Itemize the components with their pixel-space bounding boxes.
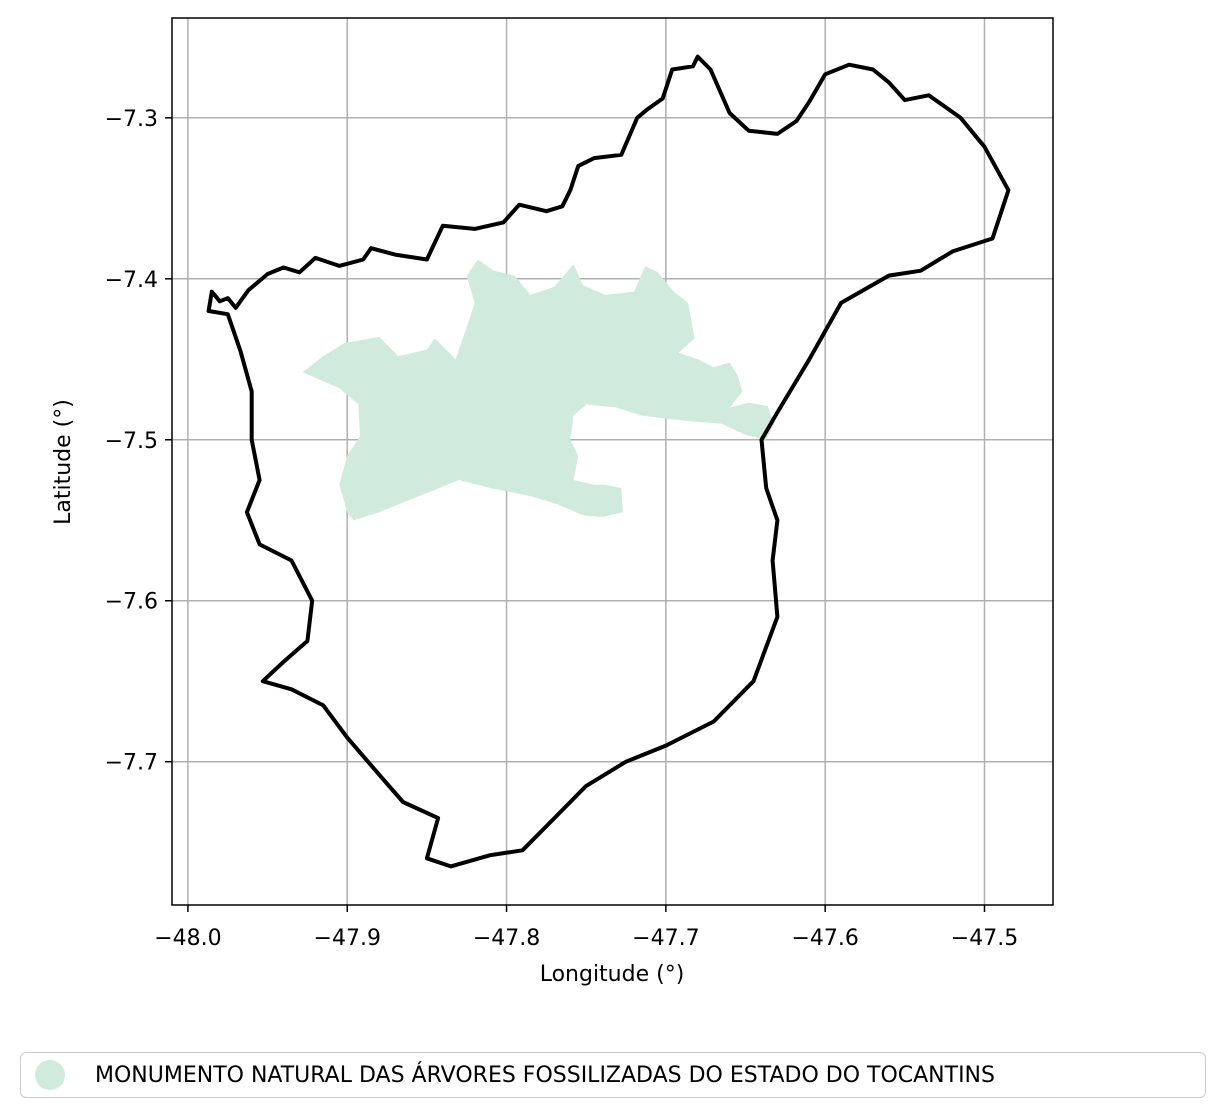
y-axis-title: Latitude (°) <box>51 399 76 525</box>
y-tick-label: −7.7 <box>105 751 158 776</box>
y-tick-label: −7.4 <box>105 268 158 293</box>
x-axis-ticks: −48.0 −47.9 −47.8 −47.7 −47.6 −47.5 <box>154 905 1018 951</box>
boundary-layer <box>206 54 1011 869</box>
legend: MONUMENTO NATURAL DAS ÁRVORES FOSSILIZAD… <box>20 1052 1206 1098</box>
y-axis-ticks: −7.3 −7.4 −7.5 −7.6 −7.7 <box>105 107 172 776</box>
y-tick-label: −7.5 <box>105 429 158 454</box>
y-tick-label: −7.3 <box>105 107 158 132</box>
x-tick-label: −47.8 <box>473 926 540 951</box>
x-tick-label: −47.6 <box>791 926 858 951</box>
protected-area-layer <box>302 259 775 521</box>
plot-frame <box>171 17 1054 906</box>
boundary-outline <box>206 54 1011 869</box>
x-tick-label: −47.9 <box>314 926 381 951</box>
protected-area-polygon <box>302 259 775 521</box>
x-tick-label: −48.0 <box>154 926 221 951</box>
x-tick-label: −47.7 <box>632 926 699 951</box>
x-axis-title: Longitude (°) <box>540 962 685 987</box>
legend-marker <box>35 1060 65 1090</box>
x-tick-label: −47.5 <box>951 926 1018 951</box>
y-tick-label: −7.6 <box>105 590 158 615</box>
legend-label: MONUMENTO NATURAL DAS ÁRVORES FOSSILIZAD… <box>95 1062 995 1088</box>
grid-lines <box>172 18 1053 905</box>
